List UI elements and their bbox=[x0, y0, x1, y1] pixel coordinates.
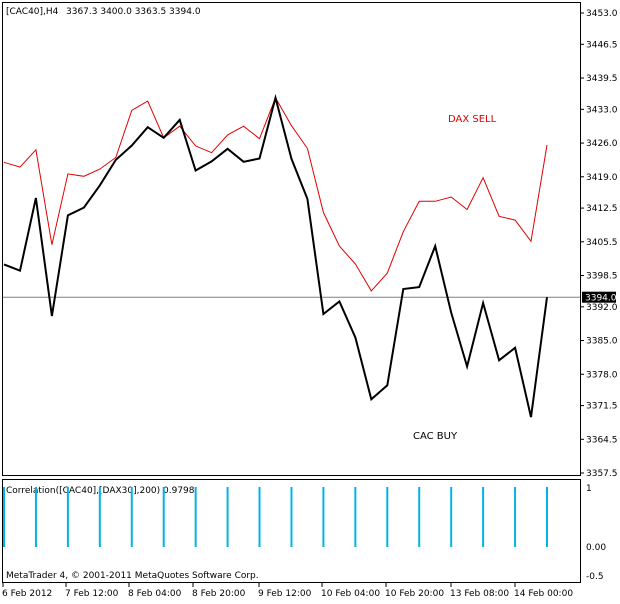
time-tick-label: 10 Feb 20:00 bbox=[385, 589, 444, 599]
cac-buy-label: CAC BUY bbox=[413, 431, 458, 442]
correlation-histogram bbox=[3, 487, 548, 547]
cac-buy-series-line bbox=[3, 93, 548, 418]
price-tick-label: 3385.0 bbox=[586, 337, 618, 347]
price-tick-label: 3433.0 bbox=[586, 105, 618, 115]
symbol-label: [CAC40],H4 bbox=[6, 7, 59, 17]
time-tick-label: 8 Feb 20:00 bbox=[192, 589, 246, 599]
price-tick-label: 3453.0 bbox=[586, 9, 618, 19]
time-tick-label: 14 Feb 00:00 bbox=[514, 589, 573, 599]
price-tick-label: 3426.0 bbox=[586, 139, 618, 149]
main-chart-frame bbox=[2, 2, 581, 476]
copyright-text: MetaTrader 4, © 2001-2011 MetaQuotes Sof… bbox=[6, 571, 259, 581]
price-tick-label: 3439.5 bbox=[586, 74, 618, 84]
indicator-tick-0: 0.00 bbox=[586, 543, 606, 553]
current-price-tag-label: 3394.0 bbox=[585, 294, 617, 304]
price-tick-label: 3378.0 bbox=[586, 370, 618, 380]
price-tick-label: 3398.5 bbox=[586, 272, 618, 282]
time-tick-label: 6 Feb 2012 bbox=[2, 589, 52, 599]
time-tick-label: 10 Feb 04:00 bbox=[321, 589, 380, 599]
time-tick-label: 9 Feb 12:00 bbox=[258, 589, 312, 599]
price-tick-label: 3357.5 bbox=[586, 469, 618, 479]
indicator-tick-1: 1 bbox=[586, 484, 592, 494]
series-group bbox=[3, 93, 548, 418]
indicator-frame bbox=[2, 479, 581, 583]
price-tick-label: 3392.0 bbox=[586, 303, 618, 313]
price-tick-label: 3364.5 bbox=[586, 435, 618, 445]
dax-sell-series-line bbox=[3, 96, 548, 292]
price-tick-label: 3446.5 bbox=[586, 40, 618, 50]
current-price-tag bbox=[582, 291, 616, 303]
time-tick-label: 7 Feb 12:00 bbox=[65, 589, 119, 599]
price-tick-label: 3405.5 bbox=[586, 238, 618, 248]
time-axis: 6 Feb 2012 7 Feb 12:00 8 Feb 04:00 8 Feb 20… bbox=[2, 583, 573, 599]
time-tick-label: 13 Feb 08:00 bbox=[450, 589, 509, 599]
price-axis: 3453.0 3446.5 3439.5 3433.0 3426.0 3419.0 3412… bbox=[580, 9, 618, 479]
ohlc-values: 3367.3 3400.0 3363.5 3394.0 bbox=[66, 7, 201, 17]
indicator-tick-neg-half: -0.5 bbox=[586, 572, 604, 582]
dax-sell-label: DAX SELL bbox=[448, 114, 497, 125]
price-tick-label: 3419.0 bbox=[586, 173, 618, 183]
time-tick-label: 8 Feb 04:00 bbox=[128, 589, 182, 599]
price-tick-label: 3412.5 bbox=[586, 204, 618, 214]
price-tick-label: 3371.5 bbox=[586, 402, 618, 412]
